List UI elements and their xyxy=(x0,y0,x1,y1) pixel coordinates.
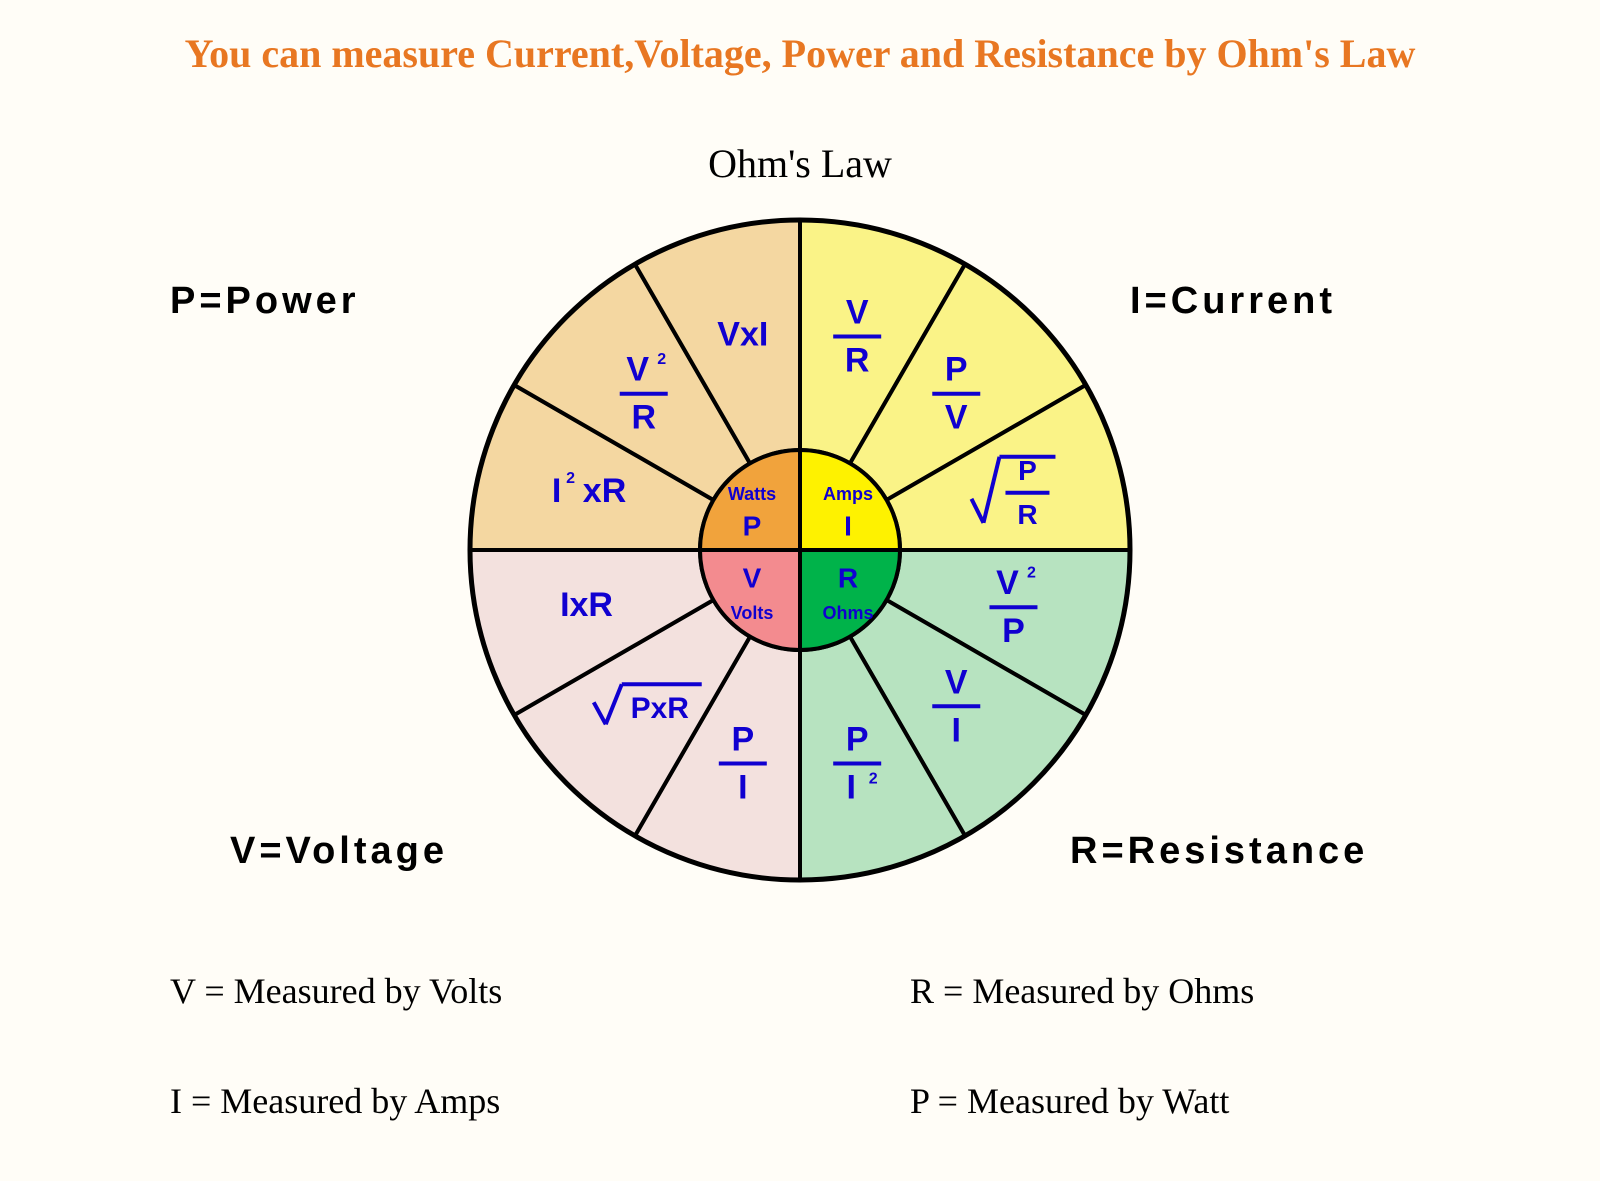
svg-text:I: I xyxy=(846,768,855,806)
svg-text:I: I xyxy=(844,510,852,541)
svg-text:I: I xyxy=(738,768,747,806)
svg-text:2: 2 xyxy=(566,470,575,487)
svg-text:P: P xyxy=(1018,455,1037,486)
svg-text:2: 2 xyxy=(1027,564,1036,581)
svg-text:IxR: IxR xyxy=(560,586,613,624)
wheel-title: Ohm's Law xyxy=(0,140,1600,187)
svg-text:Watts: Watts xyxy=(728,484,776,504)
svg-text:V: V xyxy=(743,562,762,593)
svg-text:I: I xyxy=(552,472,561,510)
svg-text:P: P xyxy=(945,351,968,389)
svg-text:V: V xyxy=(846,294,869,332)
svg-text:V: V xyxy=(996,564,1019,602)
footer-note: V = Measured by Volts xyxy=(170,970,502,1012)
label-power: P=Power xyxy=(170,280,360,323)
footer-note: R = Measured by Ohms xyxy=(910,970,1254,1012)
svg-text:V: V xyxy=(626,351,649,389)
svg-text:R: R xyxy=(631,399,656,437)
svg-text:V: V xyxy=(945,399,968,437)
footer-note: P = Measured by Watt xyxy=(910,1080,1229,1122)
label-current: I=Current xyxy=(1130,280,1336,323)
page-title: You can measure Current,Voltage, Power a… xyxy=(0,30,1600,77)
svg-text:R: R xyxy=(845,342,870,380)
svg-text:I: I xyxy=(952,711,961,749)
svg-text:Volts: Volts xyxy=(731,603,774,623)
svg-text:P: P xyxy=(731,720,754,758)
svg-text:P: P xyxy=(1002,612,1025,650)
svg-text:V: V xyxy=(945,663,968,701)
svg-text:2: 2 xyxy=(657,351,666,368)
svg-text:VxI: VxI xyxy=(717,316,768,354)
label-resistance: R=Resistance xyxy=(1070,830,1368,873)
svg-text:xR: xR xyxy=(583,472,626,510)
svg-text:P: P xyxy=(846,720,869,758)
svg-text:Ohms: Ohms xyxy=(822,603,873,623)
svg-text:P: P xyxy=(743,510,762,541)
label-voltage: V=Voltage xyxy=(230,830,448,873)
svg-text:Amps: Amps xyxy=(823,484,873,504)
svg-text:R: R xyxy=(838,562,858,593)
svg-text:PxR: PxR xyxy=(631,692,690,725)
ohms-law-wheel: VRPVPRV2PVIPI2PIPxRIxRI2xRV2RVxIWattsPAm… xyxy=(450,200,1150,900)
svg-text:2: 2 xyxy=(869,771,878,788)
svg-text:R: R xyxy=(1017,499,1037,530)
footer-note: I = Measured by Amps xyxy=(170,1080,500,1122)
